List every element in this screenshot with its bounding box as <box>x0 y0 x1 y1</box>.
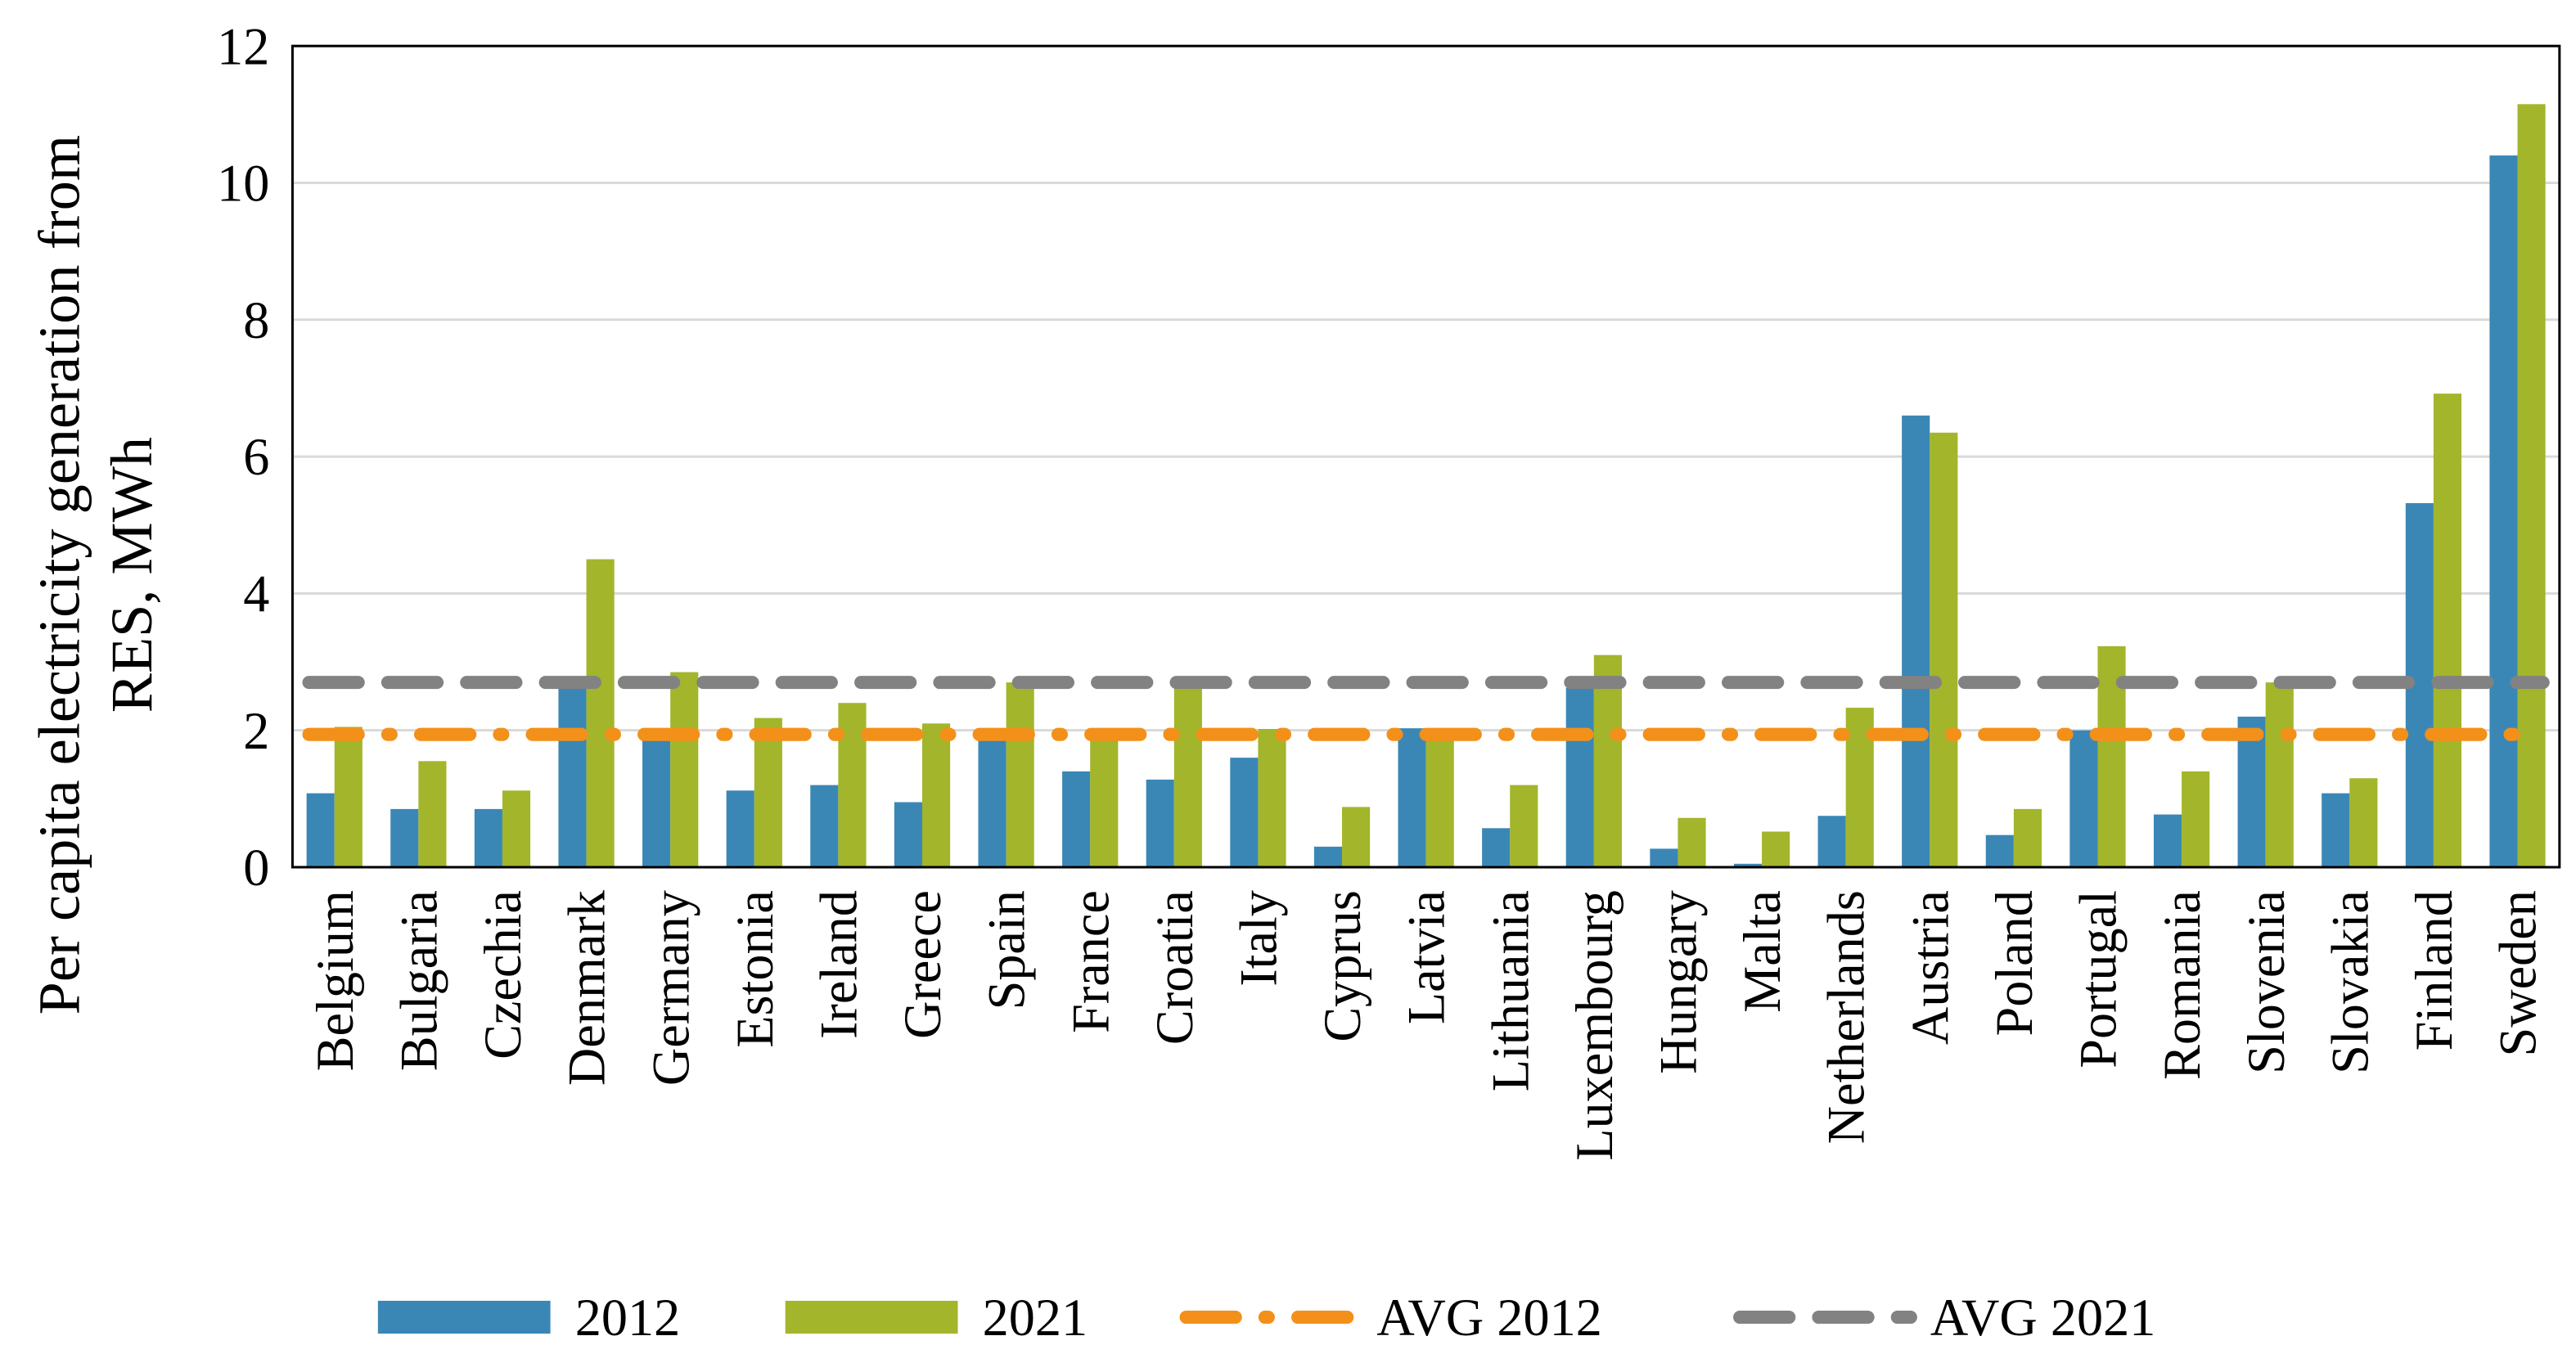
x-tick-label: Austria <box>1901 890 1959 1045</box>
bar <box>1425 731 1454 867</box>
y-tick-label: 4 <box>243 565 269 623</box>
x-tick-label: Slovenia <box>2237 890 2295 1074</box>
x-tick-label: Luxembourg <box>1565 890 1624 1161</box>
legend-label: 2012 <box>575 1289 680 1347</box>
bar <box>558 686 587 867</box>
x-tick-label: Greece <box>894 890 952 1039</box>
bar <box>306 793 335 867</box>
legend-swatch <box>377 1300 551 1334</box>
x-tick-label: Portugal <box>2069 890 2128 1068</box>
bar <box>1593 655 1622 867</box>
x-tick-label: Italy <box>1230 890 1288 987</box>
bar <box>1510 785 1538 867</box>
x-tick-label: Spain <box>978 890 1036 1010</box>
x-tick-label: Belgium <box>306 890 364 1071</box>
x-tick-label: Bulgaria <box>390 890 448 1071</box>
bar <box>474 808 502 867</box>
bar <box>2433 394 2462 867</box>
bar <box>2182 771 2210 867</box>
bar <box>1678 817 1706 867</box>
bar <box>586 559 615 867</box>
x-tick-label: Latvia <box>1398 890 1456 1024</box>
bar <box>1173 686 1202 867</box>
bar <box>334 726 363 867</box>
y-tick-label: 12 <box>217 17 269 75</box>
x-tick-label: Sweden <box>2489 890 2547 1056</box>
y-axis-title-line: Per capita electricity generation from <box>26 135 92 1014</box>
bar <box>418 761 447 867</box>
legend-label: 2021 <box>983 1289 1088 1347</box>
x-tick-label: Finland <box>2405 890 2463 1050</box>
y-axis-title-line: RES, MWh <box>99 437 164 713</box>
bar <box>1090 737 1119 867</box>
x-tick-label: France <box>1061 890 1119 1033</box>
bar <box>670 672 699 867</box>
y-tick-label: 10 <box>217 155 269 213</box>
y-tick-label: 8 <box>243 291 269 349</box>
bar <box>1565 687 1594 867</box>
bar <box>1817 816 1846 867</box>
bar <box>1342 807 1371 867</box>
x-tick-label: Estonia <box>726 890 784 1048</box>
bar <box>921 723 951 867</box>
bar <box>1482 828 1511 867</box>
bar <box>2517 104 2546 867</box>
bar <box>1733 863 1763 867</box>
bar <box>390 808 419 867</box>
bar <box>2349 778 2378 867</box>
x-tick-label: Hungary <box>1650 890 1708 1074</box>
bar <box>2237 716 2266 867</box>
bar <box>726 790 754 867</box>
bar <box>1062 771 1091 867</box>
bar <box>2013 808 2042 867</box>
bar <box>2153 814 2182 867</box>
x-tick-label: Czechia <box>474 890 532 1059</box>
x-tick-label: Denmark <box>558 889 616 1086</box>
bar <box>894 802 922 867</box>
plot-frame <box>290 44 2561 869</box>
bar <box>754 717 782 867</box>
bar <box>502 790 531 867</box>
x-tick-label: Cyprus <box>1313 890 1371 1042</box>
bar <box>1930 432 1958 867</box>
bar <box>838 703 867 867</box>
x-tick-label: Poland <box>1985 890 2043 1036</box>
bar <box>1762 831 1790 867</box>
x-tick-label: Lithuania <box>1481 890 1539 1091</box>
y-axis-title: Per capita electricity generation from R… <box>26 135 164 1014</box>
bar <box>2322 793 2350 867</box>
bar <box>1985 834 2014 867</box>
bar <box>1006 682 1034 867</box>
legend-label: AVG 2021 <box>1930 1289 2155 1347</box>
bar <box>2265 682 2294 867</box>
y-tick-label: 2 <box>243 702 269 760</box>
bar <box>1313 846 1343 867</box>
y-tick-label: 0 <box>243 839 269 897</box>
bar <box>1902 415 1930 867</box>
legend-swatch <box>785 1300 958 1334</box>
bar <box>1650 848 1678 867</box>
y-tick-label: 6 <box>243 428 269 486</box>
bar <box>2489 155 2518 867</box>
bar <box>978 733 1007 867</box>
bar <box>1398 728 1426 867</box>
x-tick-label: Croatia <box>1146 890 1204 1045</box>
bar <box>2069 730 2098 867</box>
x-tick-label: Malta <box>1733 890 1791 1013</box>
x-tick-label: Romania <box>2153 890 2211 1080</box>
bar <box>642 739 671 867</box>
bar <box>1230 758 1259 867</box>
bar <box>1258 729 1286 867</box>
x-tick-label: Netherlands <box>1817 890 1876 1144</box>
legend-label: AVG 2012 <box>1376 1289 1601 1347</box>
bar <box>1146 779 1174 867</box>
bar <box>810 785 839 867</box>
x-tick-label: Germany <box>642 890 700 1086</box>
x-tick-label: Slovakia <box>2321 890 2379 1074</box>
x-tick-label: Ireland <box>809 890 867 1039</box>
